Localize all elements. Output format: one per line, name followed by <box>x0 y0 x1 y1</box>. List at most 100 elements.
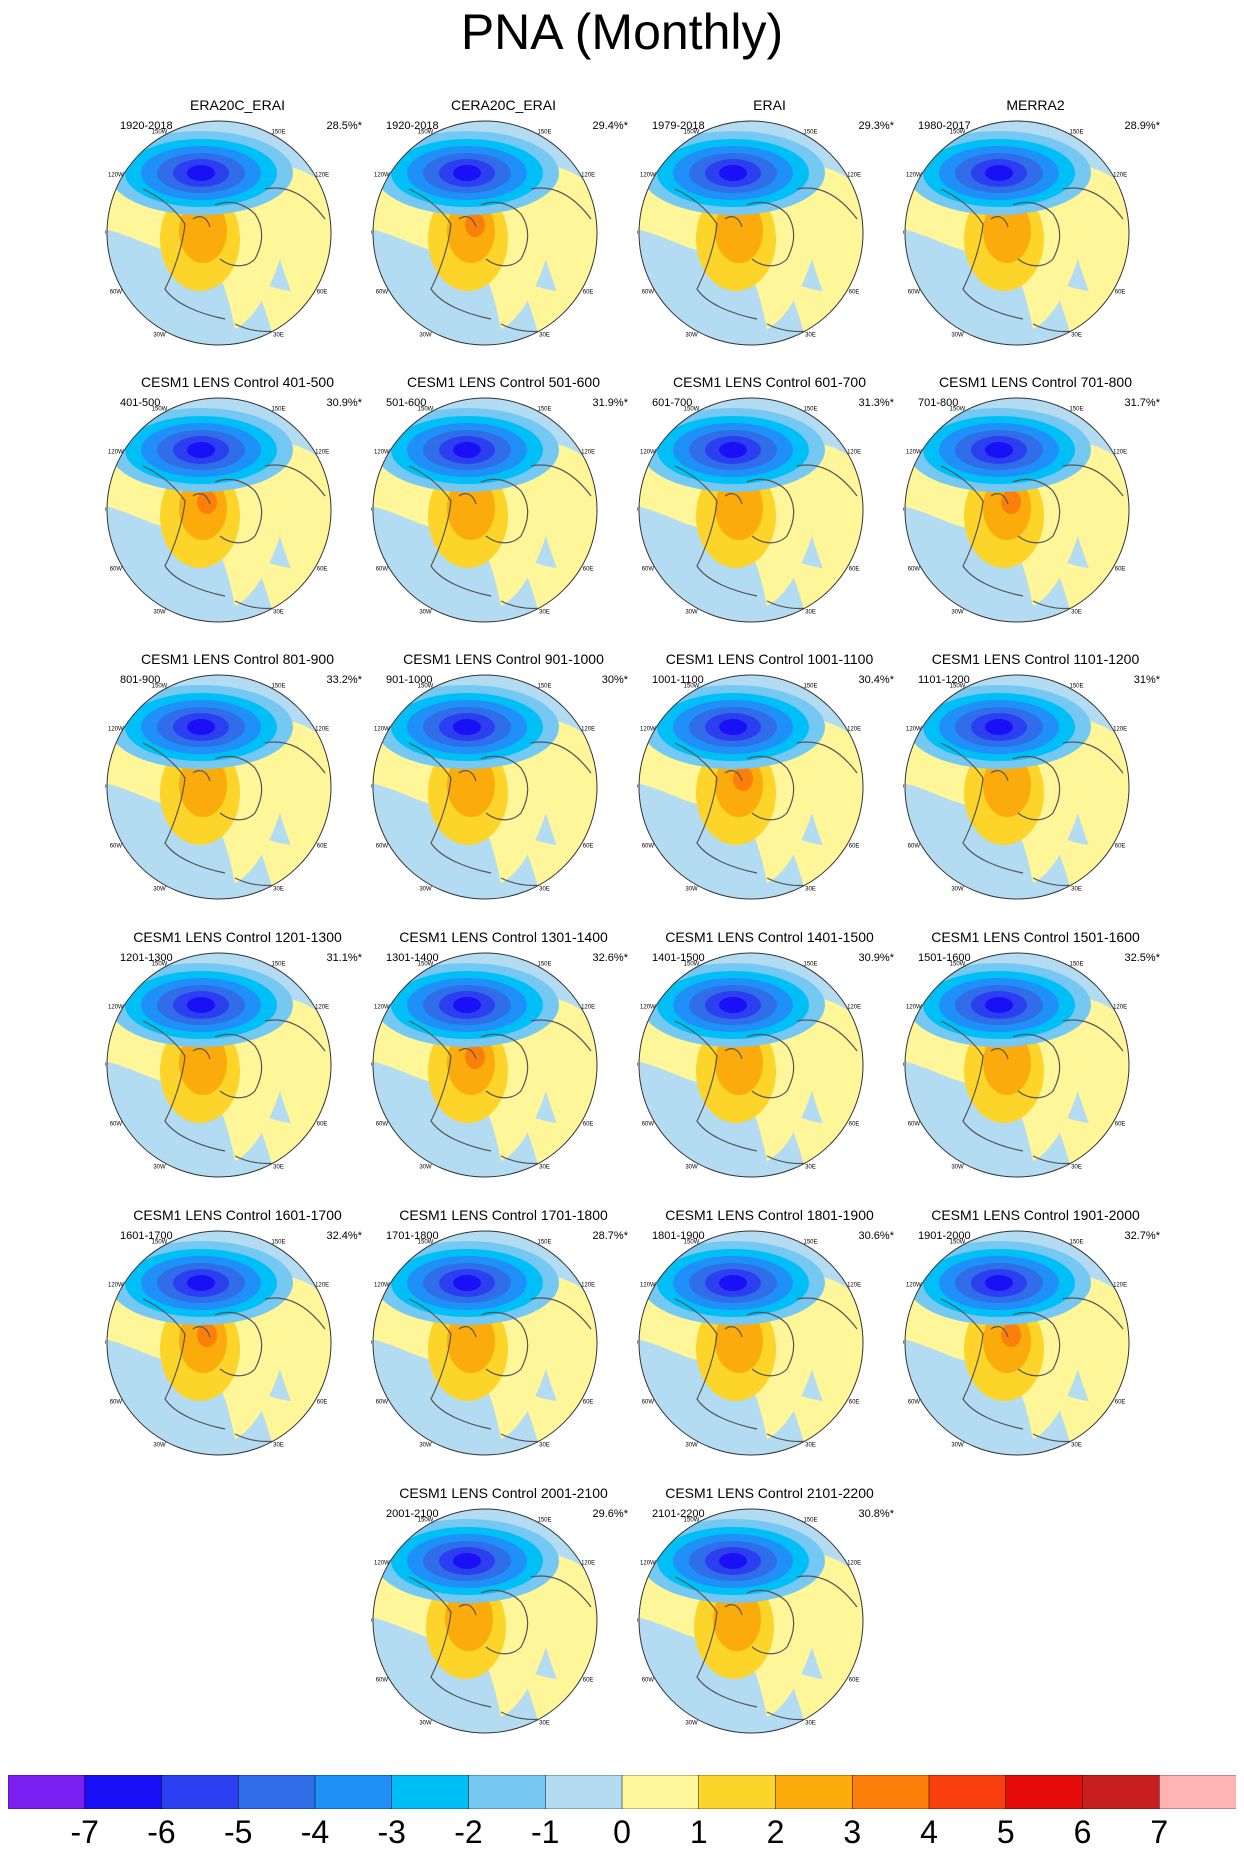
lon-label: 30W <box>685 1720 698 1726</box>
panel-title: CESM1 LENS Control 1201-1300 <box>133 929 342 945</box>
map-field <box>373 1231 597 1455</box>
map-panel: CESM1 LENS Control 1101-1200 1101-1200 31%… <box>903 651 1168 921</box>
lon-label: 30E <box>805 332 816 338</box>
panel-variance-explained: 28.7%* <box>592 1230 628 1242</box>
lon-label: 150W <box>684 1518 700 1524</box>
colorbar-swatch <box>238 1775 316 1809</box>
lon-label: 60W <box>110 1122 123 1128</box>
panel-title: CESM1 LENS Control 1001-1100 <box>665 651 874 667</box>
map-field <box>107 398 331 622</box>
map-panel: ERA20C_ERAI 1920-2018 28.5%* 180 150W 120W 90W… <box>105 97 370 367</box>
map-field <box>373 121 597 345</box>
lon-label: 120E <box>1113 1005 1127 1011</box>
panel-years: 1701-1800 <box>386 1230 439 1242</box>
lon-label: 120W <box>108 450 124 456</box>
lon-label: 120E <box>1113 727 1127 733</box>
map-panel: CESM1 LENS Control 601-700 601-700 31.3%* 1… <box>637 374 902 644</box>
lon-label: 60W <box>642 1122 655 1128</box>
panel-years: 601-700 <box>652 397 693 409</box>
lon-label: 150E <box>271 130 285 136</box>
polar-map: 180150W120W90W60W30W030E60E90E120E150E <box>371 119 599 346</box>
panel-title: CESM1 LENS Control 1901-2000 <box>931 1207 1140 1223</box>
lon-label: 120W <box>374 450 390 456</box>
polar-map: 180150W120W90W60W30W030E60E90E120E150E <box>371 951 599 1178</box>
lon-label: 120W <box>108 727 124 733</box>
lon-label: 150E <box>803 962 817 968</box>
lon-label: 120W <box>374 1561 390 1567</box>
lon-label: 120E <box>847 173 861 179</box>
map-field <box>107 1231 331 1455</box>
lon-label: 60W <box>376 567 389 573</box>
lon-label: 150E <box>537 1240 551 1246</box>
lon-label: 30E <box>1071 886 1082 892</box>
lon-label: 90W <box>637 508 639 514</box>
colorbar-tick-label: 0 <box>613 1814 631 1850</box>
lon-label: 120W <box>906 173 922 179</box>
polar-map: 180150W120W90W60W30W030E60E90E120E150E <box>105 1229 333 1456</box>
lon-label: 180 <box>1012 673 1023 674</box>
map-field <box>373 1509 597 1733</box>
lon-label: 60E <box>317 567 328 573</box>
map-panel: CESM1 LENS Control 1801-1900 1801-1900 30.… <box>637 1207 902 1477</box>
map-field <box>107 675 331 899</box>
lon-label: 180 <box>1012 119 1023 120</box>
lon-label: 30W <box>153 332 166 338</box>
polar-map: 180150W120W90W60W30W030E60E90E120E150E <box>105 396 333 623</box>
lon-label: 120E <box>581 173 595 179</box>
colorbar-tick-label: 6 <box>1073 1814 1092 1850</box>
panel-years: 701-800 <box>918 397 959 409</box>
lon-label: 150W <box>950 962 966 968</box>
lon-label: 120E <box>847 1005 861 1011</box>
lon-label: 60W <box>110 567 123 573</box>
lon-label: 120E <box>581 1005 595 1011</box>
panel-years: 1920-2018 <box>386 120 439 132</box>
map-field <box>373 675 597 899</box>
lon-label: 150E <box>803 130 817 136</box>
lon-label: 120W <box>906 1283 922 1289</box>
lon-label: 150E <box>537 130 551 136</box>
lon-label: 60E <box>1115 290 1126 296</box>
lon-label: 30W <box>685 1442 698 1448</box>
lon-label: 120W <box>906 727 922 733</box>
lon-label: 120E <box>315 1283 329 1289</box>
panel-title: CESM1 LENS Control 1601-1700 <box>133 1207 342 1223</box>
colorbar-tick-label: -3 <box>377 1814 406 1850</box>
panel-variance-explained: 28.5%* <box>326 120 362 132</box>
lon-label: 60E <box>849 1400 860 1406</box>
lon-label: 30E <box>805 1720 816 1726</box>
panel-years: 1901-2000 <box>918 1230 971 1242</box>
lon-label: 150W <box>950 130 966 136</box>
lon-label: 60W <box>376 1400 389 1406</box>
map-field <box>905 953 1129 1177</box>
lon-label: 120W <box>640 1005 656 1011</box>
panel-variance-explained: 30%* <box>601 674 628 686</box>
map-panel: CESM1 LENS Control 1001-1100 1001-1100 30.… <box>637 651 902 921</box>
colorbar-tick-label: -5 <box>224 1814 253 1850</box>
map-panel: CESM1 LENS Control 1501-1600 1501-1600 32.… <box>903 929 1168 1199</box>
lon-label: 60W <box>908 567 921 573</box>
lon-label: 90W <box>371 1341 373 1347</box>
colorbar-tick-label: -1 <box>531 1814 560 1850</box>
lon-label: 60W <box>376 290 389 296</box>
lon-label: 30W <box>951 332 964 338</box>
map-panel: CESM1 LENS Control 701-800 701-800 31.7%* 1… <box>903 374 1168 644</box>
lon-label: 180 <box>746 396 757 397</box>
panel-title: CESM1 LENS Control 401-500 <box>141 374 334 390</box>
map-panel: CESM1 LENS Control 1701-1800 1701-1800 28.… <box>371 1207 636 1477</box>
lon-label: 30W <box>419 332 432 338</box>
panel-variance-explained: 30.9%* <box>326 397 362 409</box>
map-panel: CESM1 LENS Control 1201-1300 1201-1300 31.… <box>105 929 370 1199</box>
map-field <box>639 1231 863 1455</box>
panel-variance-explained: 32.4%* <box>326 1230 362 1242</box>
lon-label: 150E <box>537 407 551 413</box>
lon-label: 180 <box>746 673 757 674</box>
colorbar-swatch <box>928 1775 1007 1809</box>
polar-map: 180150W120W90W60W30W030E60E90E120E150E <box>105 119 333 346</box>
lon-label: 120E <box>581 727 595 733</box>
colorbar-swatch <box>1082 1775 1160 1809</box>
panel-title: ERAI <box>753 97 786 113</box>
lon-label: 30E <box>273 1164 284 1170</box>
lon-label: 30W <box>685 886 698 892</box>
lon-label: 30W <box>685 332 698 338</box>
panel-years: 1401-1500 <box>652 952 705 964</box>
